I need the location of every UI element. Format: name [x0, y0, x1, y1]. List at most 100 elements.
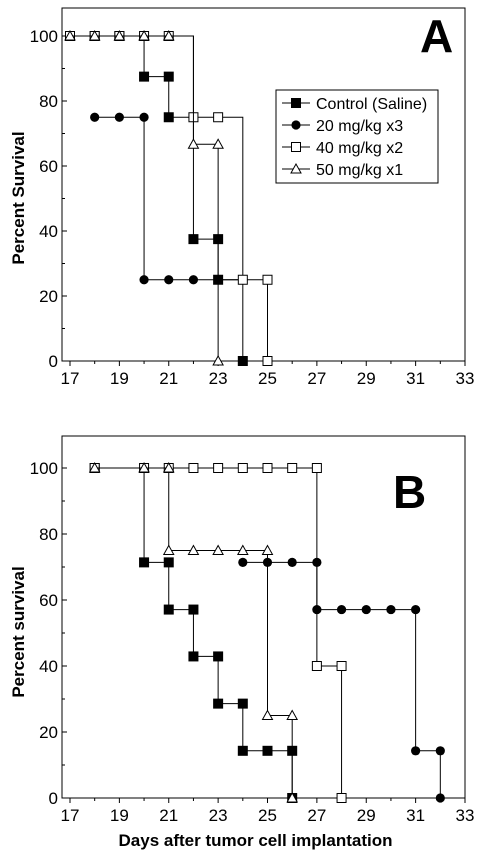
data-point [286, 709, 299, 720]
data-point [287, 557, 297, 567]
x-tick-label: 29 [357, 369, 376, 388]
data-point [262, 745, 273, 756]
series-line [94, 467, 343, 798]
data-point [213, 112, 224, 123]
x-tick-label: 25 [258, 369, 277, 388]
data-point [261, 709, 274, 720]
series-4 [88, 461, 299, 803]
x-tick-label: 25 [258, 806, 277, 825]
data-point [188, 463, 199, 473]
y-axis-label: Percent Survival [9, 131, 28, 264]
y-axis-label: Percent survival [9, 566, 28, 697]
panel-A: 0 20 40 60 80 100 17 19 21 23 25 27 29 31 33 Percent Su… [9, 7, 475, 388]
data-point [262, 356, 273, 366]
data-point [237, 463, 248, 473]
data-point [163, 604, 174, 615]
data-point [113, 29, 126, 41]
x-tick-label: 19 [110, 369, 129, 388]
series-3 [89, 463, 347, 803]
data-point [213, 698, 224, 709]
x-tick-label: 21 [159, 369, 178, 388]
plot-frame [61, 7, 466, 362]
data-point [286, 791, 299, 803]
series-4 [64, 29, 224, 366]
data-point [237, 698, 248, 709]
data-point [435, 746, 445, 756]
legend-entry: Control (Saline) [316, 96, 427, 113]
data-point [411, 746, 421, 756]
data-point [64, 29, 76, 41]
legend-entry: 40 mg/kg x2 [316, 140, 403, 157]
y-tick-label: 20 [39, 723, 58, 742]
x-tick-label: 27 [307, 369, 326, 388]
data-point [287, 463, 298, 473]
y-tick-label: 20 [39, 287, 58, 306]
x-tick-label: 31 [406, 369, 425, 388]
data-point [188, 604, 199, 615]
data-point [411, 604, 421, 615]
data-point [336, 661, 347, 671]
series-1 [89, 463, 298, 803]
y-tick-label: 0 [49, 352, 58, 371]
x-tick-label: 21 [159, 806, 178, 825]
data-point [187, 138, 200, 149]
data-point [213, 651, 224, 662]
y-tick-label: 60 [39, 157, 58, 176]
data-point [311, 661, 322, 671]
legend-marker [291, 142, 301, 152]
legend-marker [291, 120, 301, 130]
panel-label: B [393, 466, 426, 518]
series-2 [238, 557, 445, 803]
data-point [237, 356, 248, 366]
x-tick-label: 31 [406, 806, 425, 825]
data-point [261, 544, 274, 555]
x-axis-label: Days after tumor cell implantation [119, 831, 393, 850]
y-tick-label: 40 [39, 657, 58, 676]
panel-label: A [420, 10, 453, 62]
x-tick-label: 33 [456, 806, 475, 825]
x-tick-label: 29 [357, 806, 376, 825]
data-point [163, 71, 174, 82]
data-point [162, 544, 175, 555]
x-tick-label: 19 [110, 806, 129, 825]
data-point [139, 557, 150, 568]
data-point [238, 557, 248, 567]
data-point [188, 275, 199, 285]
data-point [163, 557, 174, 568]
plot-frame [61, 435, 466, 799]
data-point [163, 112, 174, 123]
data-point [237, 274, 248, 285]
data-point [162, 461, 175, 473]
data-point [236, 544, 249, 555]
y-tick-label: 100 [30, 27, 58, 46]
panel-B: 0 20 40 60 80 100 17 19 21 23 25 27 29 31 33 Percent su… [9, 435, 475, 850]
data-point [237, 745, 248, 756]
data-point [336, 604, 347, 615]
data-point [435, 793, 445, 803]
data-point [88, 29, 101, 41]
legend-marker [290, 162, 302, 174]
data-point [139, 275, 149, 285]
data-point [187, 544, 200, 555]
y-tick-label: 80 [39, 525, 58, 544]
series-line [70, 35, 244, 361]
data-point [213, 463, 224, 473]
data-point [162, 29, 175, 41]
data-point [88, 461, 101, 473]
x-tick-label: 17 [61, 806, 80, 825]
data-point [386, 604, 396, 615]
y-tick-label: 80 [39, 92, 58, 111]
data-point [90, 112, 100, 122]
data-point [212, 544, 224, 555]
data-point [262, 274, 273, 285]
x-tick-label: 27 [307, 806, 326, 825]
data-point [262, 463, 273, 473]
legend-entry: 20 mg/kg x3 [316, 118, 403, 135]
data-point [164, 275, 174, 285]
series-2 [90, 112, 248, 285]
data-point [212, 354, 224, 366]
x-tick-label: 33 [456, 369, 475, 388]
data-point [138, 461, 150, 473]
data-point [311, 463, 322, 473]
